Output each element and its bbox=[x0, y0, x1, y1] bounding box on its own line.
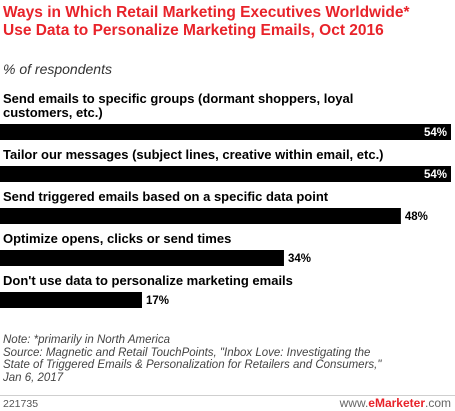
bar-chart: Send emails to specific groups (dormant … bbox=[0, 91, 451, 308]
category-label: Send emails to specific groups (dormant … bbox=[3, 91, 353, 106]
source-date: Jan 6, 2017 bbox=[3, 371, 64, 384]
value-label: 34% bbox=[288, 253, 311, 265]
note-line: Note: *primarily in North America bbox=[3, 334, 171, 346]
brand-logo: www.eMarketer.com bbox=[340, 396, 451, 410]
chart-notes: Note: *primarily in North America Source… bbox=[3, 334, 453, 384]
bar bbox=[0, 166, 451, 182]
category-label: Tailor our messages (subject lines, crea… bbox=[3, 147, 384, 162]
value-label: 54% bbox=[424, 169, 447, 181]
category-label: Optimize opens, clicks or send times bbox=[3, 231, 231, 246]
category-label: Don't use data to personalize marketing … bbox=[3, 273, 293, 288]
bar bbox=[0, 208, 401, 224]
value-label: 54% bbox=[424, 127, 447, 139]
chart-title: Ways in Which Retail Marketing Executive… bbox=[3, 4, 410, 39]
brand-suffix: .com bbox=[424, 396, 451, 410]
category-label: customers, etc.) bbox=[3, 105, 103, 120]
brand-name: eMarketer bbox=[368, 396, 425, 410]
source-line: State of Triggered Emails & Personalizat… bbox=[3, 359, 382, 371]
bar bbox=[0, 124, 451, 140]
chart-id: 221735 bbox=[3, 398, 39, 410]
category-label: Send triggered emails based on a specifi… bbox=[3, 189, 329, 204]
bar bbox=[0, 292, 142, 308]
chart-subtitle: % of respondents bbox=[3, 61, 112, 77]
value-label: 48% bbox=[405, 211, 428, 223]
value-label: 17% bbox=[146, 295, 169, 307]
bar bbox=[0, 250, 284, 266]
source-line: Source: Magnetic and Retail TouchPoints,… bbox=[3, 346, 371, 359]
brand-prefix: www. bbox=[339, 396, 369, 410]
footer-divider bbox=[0, 395, 455, 396]
